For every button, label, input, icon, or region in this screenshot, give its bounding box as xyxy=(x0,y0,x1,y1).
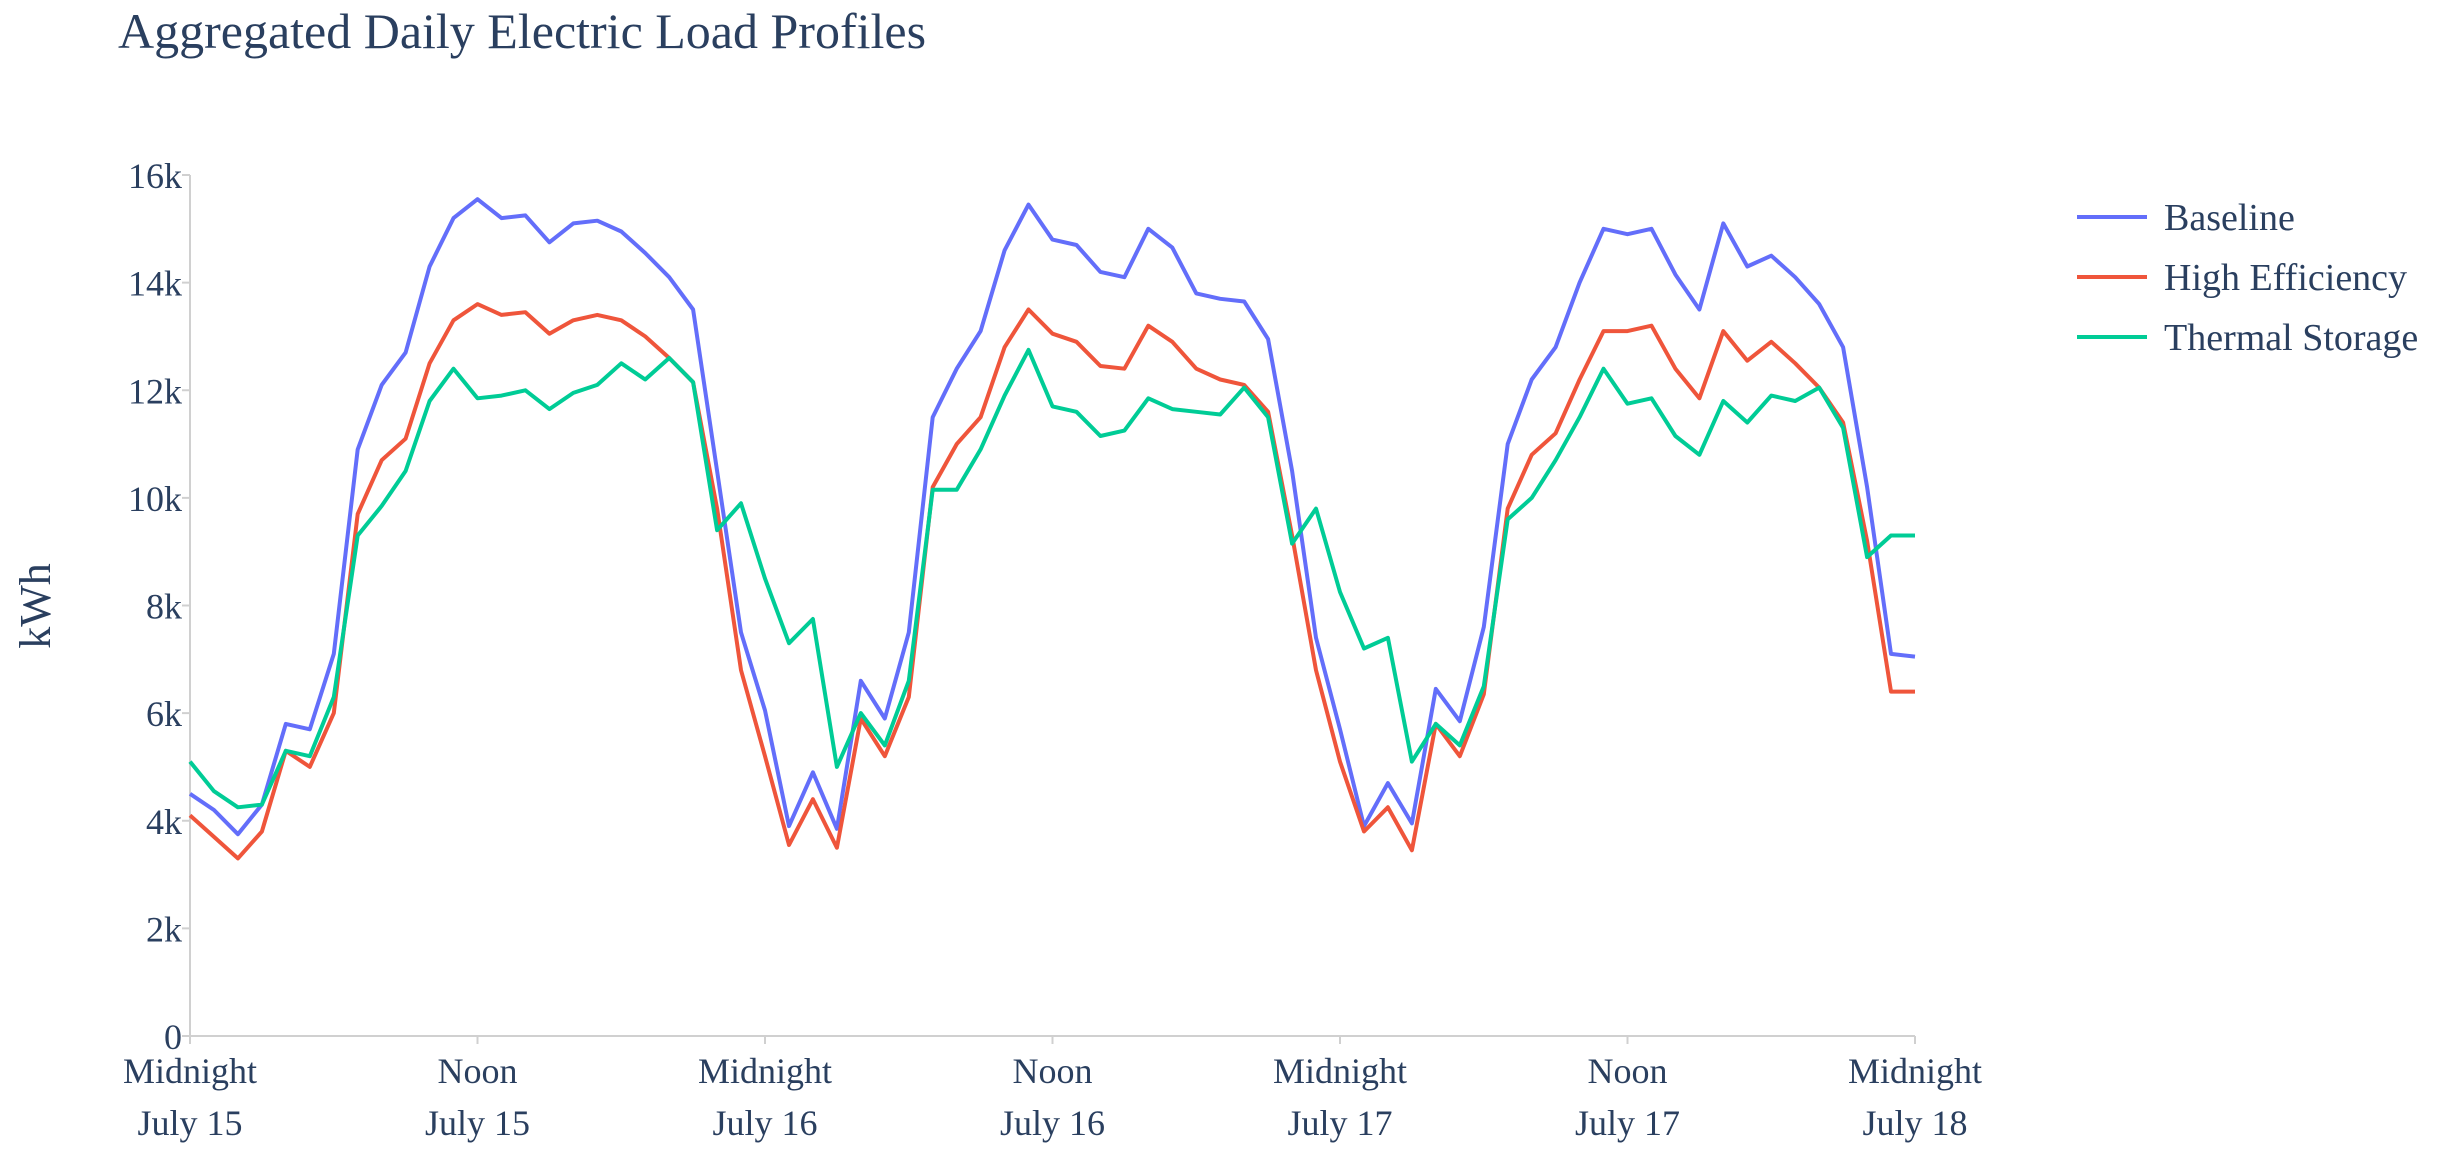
y-tick-label: 2k xyxy=(146,909,182,949)
y-tick-label: 6k xyxy=(146,694,182,734)
legend[interactable]: Baseline High Efficiency Thermal Storage xyxy=(2077,197,2418,359)
x-tick-label: Noon July 15 xyxy=(425,1051,530,1143)
x-tick-label: Midnight July 15 xyxy=(123,1051,257,1143)
legend-item-high-efficiency[interactable]: High Efficiency xyxy=(2077,257,2407,299)
x-tick-label: Noon July 17 xyxy=(1575,1051,1680,1143)
y-tick-label: 14k xyxy=(128,264,182,304)
legend-label: Baseline xyxy=(2164,197,2295,239)
legend-label: High Efficiency xyxy=(2164,257,2407,299)
x-axis-ticks: Midnight July 15 Noon July 15 Midnight July 1… xyxy=(123,1036,1982,1143)
series-line-baseline xyxy=(188,197,1916,837)
x-tick-label: Midnight July 18 xyxy=(1848,1051,1982,1143)
legend-item-baseline[interactable]: Baseline xyxy=(2077,197,2295,239)
y-tick-label: 0 xyxy=(164,1017,182,1057)
legend-label: Thermal Storage xyxy=(2164,317,2418,359)
series-line-thermal-storage xyxy=(188,347,1915,810)
y-tick-label: 10k xyxy=(128,479,182,519)
chart-title: Aggregated Daily Electric Load Profiles xyxy=(118,3,927,59)
x-tick-label: Midnight July 16 xyxy=(698,1051,832,1143)
x-tick-label: Noon July 16 xyxy=(1000,1051,1105,1143)
y-tick-label: 16k xyxy=(128,156,182,196)
y-axis-ticks: 0 2k 4k 6k 8k 10k 12k 14k 16k xyxy=(128,156,190,1057)
legend-item-thermal-storage[interactable]: Thermal Storage xyxy=(2077,317,2418,359)
y-tick-label: 12k xyxy=(128,371,182,411)
y-axis-label: kWh xyxy=(11,563,60,649)
y-tick-label: 8k xyxy=(146,587,182,627)
series-line-high-efficiency xyxy=(188,302,1915,861)
axes xyxy=(189,175,1915,1037)
x-tick-label: Midnight July 17 xyxy=(1273,1051,1407,1143)
series-lines xyxy=(188,197,1916,861)
y-tick-label: 4k xyxy=(146,802,182,842)
